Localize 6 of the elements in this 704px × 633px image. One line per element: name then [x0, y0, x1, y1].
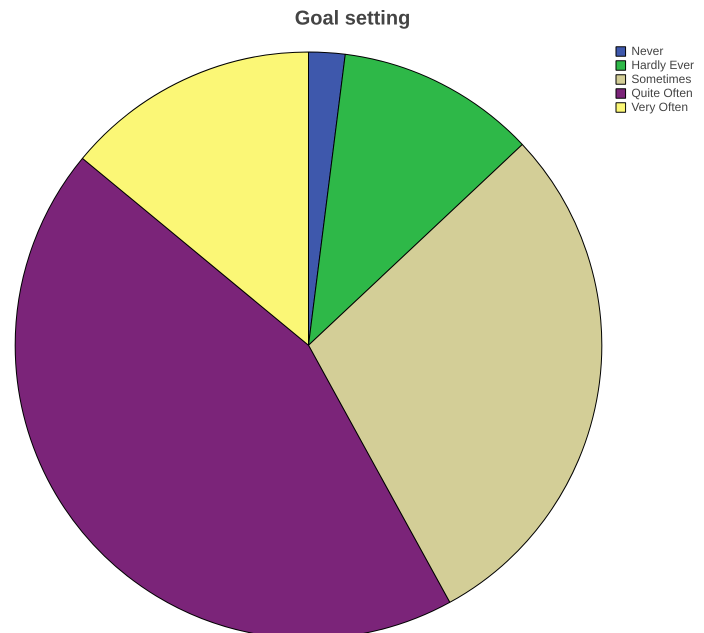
chart-title: Goal setting	[294, 8, 410, 30]
legend-label: Very Often	[631, 100, 688, 114]
legend-label: Hardly Ever	[631, 58, 694, 72]
legend-label: Sometimes	[631, 72, 692, 86]
legend-label: Quite Often	[631, 86, 693, 100]
legend-label: Never	[631, 44, 664, 58]
